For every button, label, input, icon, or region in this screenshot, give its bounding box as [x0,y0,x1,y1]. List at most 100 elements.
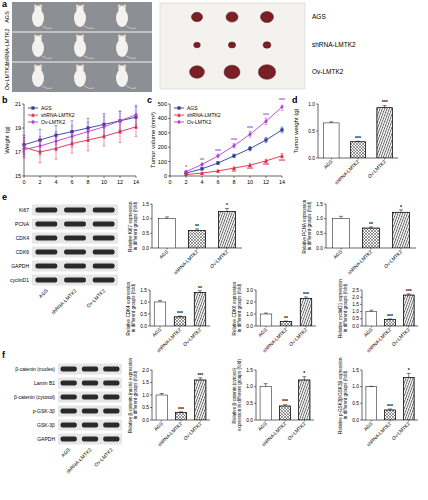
y-tick [150,407,152,408]
significance: *** [231,137,237,143]
marker [232,144,236,148]
blot-band [82,394,98,399]
x-tick [390,420,391,422]
axis-title-line: Relative PCNA expression [302,198,307,253]
bar-hatch [280,321,292,326]
blot-band [35,235,57,240]
blot-band [64,207,86,212]
y-axis [362,290,363,326]
bar-hatch [175,413,186,421]
y-tick [360,420,362,421]
bar [188,230,205,248]
marker [31,106,34,109]
blot-band [93,249,115,254]
x-tick [371,248,372,250]
blot-band [82,380,98,385]
bar-hatch [188,230,205,248]
blot-strip [58,364,122,375]
blot-band [82,436,98,441]
bar [158,219,175,248]
bar [260,314,272,326]
x-tick-label: shRNA-LMTK2 [173,249,200,276]
y-tick-label: 500 [158,101,167,107]
blot-strip [58,420,122,431]
x-tick-label: 14 [279,179,285,185]
error-bar [407,373,411,377]
legend-label: Ov-LMTK2 [187,119,211,125]
blot-band [61,422,77,427]
error-bar [369,310,373,311]
tumor-photo [160,3,305,89]
marker [216,154,220,158]
x-tick-label: AGS [257,421,268,432]
error-bar [55,132,58,151]
mouse-ear [123,65,126,68]
blot-strip [32,233,118,244]
marker [216,161,219,164]
blot-band [64,235,86,240]
significance: ** [195,223,199,229]
y-tick [324,218,326,219]
error-bar [265,137,268,142]
y-tick-label: 1.0 [316,216,323,221]
x-tick [266,326,267,328]
blot-band [35,277,57,282]
marker [264,119,268,123]
error-bar [369,227,373,228]
y-tick [168,176,170,177]
blot-band [103,422,119,427]
x-tick-label: 4 [200,179,203,185]
bar [218,211,235,248]
x-tick-label: AGS [363,327,374,338]
x-tick [227,248,228,250]
error-bar [264,384,268,387]
x-tick-label: 0 [22,179,25,185]
blot-strip [58,434,122,445]
error-bar [264,313,268,315]
blot-background [58,362,122,446]
legend-label: AGS [187,105,198,111]
y-tick-label: 0.5 [316,231,323,236]
marker [70,134,74,138]
legend-label: shRNA-LMTK2 [41,112,75,118]
blot-background [32,203,118,287]
y-tick [254,290,256,291]
mouse-tail [84,26,94,29]
axis-title: Relative CDK4 expression in different gr… [126,281,136,336]
blot-band [61,366,77,371]
blot-band [103,408,119,413]
error-bar [249,131,252,137]
error-bar [195,229,199,230]
y-tick-label: 1.5 [352,302,359,307]
marker [54,139,58,143]
y-tick-label: 1.0 [352,309,359,314]
mouse-tail [42,86,52,89]
x-tick-label: 12 [263,179,269,185]
x-tick-label: AGS [323,159,334,170]
y-tick [324,204,326,205]
blot-lane-label: shRNA-LMTK2 [65,446,93,474]
x-tick [120,176,121,178]
y-tick-label: 1.5 [352,368,359,373]
mouse-head [76,35,83,42]
x-tick [408,326,409,328]
significance: *** [178,406,184,412]
y-tick [168,132,170,133]
x-tick-label: 10 [101,179,107,185]
axis-title-line: in different groups (fold) [307,201,312,250]
blot-band [61,394,77,399]
x-tick [136,176,137,178]
x-tick [266,176,267,178]
legend-label: Ov-LMTK2 [41,119,65,125]
bar [385,410,396,420]
y-tick-label: 0.0 [246,418,253,423]
y-tick-label: 1.5 [142,380,149,385]
plot-area [156,378,206,420]
tumor [191,12,202,21]
mouse-ear [39,35,42,38]
error-bar [383,106,387,108]
mouse-head [118,5,125,12]
significance: *** [215,148,221,154]
x-tick [170,176,171,178]
significance: *** [282,398,288,404]
